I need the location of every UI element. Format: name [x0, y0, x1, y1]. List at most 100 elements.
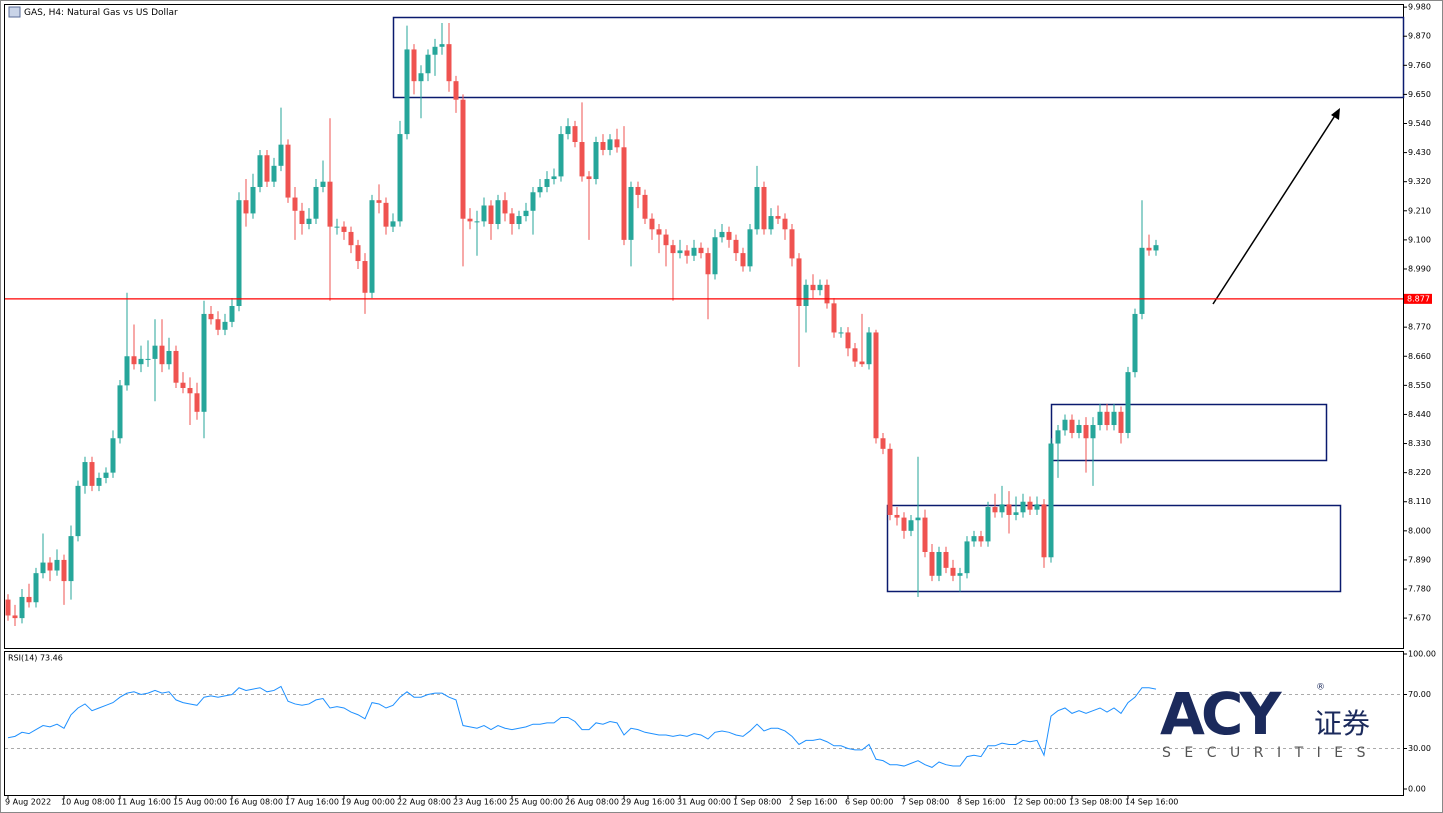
candle-body — [467, 218, 473, 222]
candle-body — [761, 186, 767, 230]
candle-body — [383, 202, 389, 227]
candle-body — [1111, 411, 1117, 426]
candle-body — [845, 332, 851, 349]
candle-body — [1139, 247, 1145, 314]
candle-body — [1069, 419, 1075, 433]
zone-box — [1050, 403, 1328, 462]
candle-body — [362, 261, 368, 293]
candle-body — [1083, 425, 1089, 439]
candle-body — [1104, 411, 1110, 426]
candle-body — [782, 218, 788, 230]
trend-arrow — [1212, 113, 1337, 305]
candle-body — [656, 229, 662, 235]
y-tick-label: 9.320 — [1408, 177, 1431, 186]
candle-body — [327, 181, 333, 227]
candle-body — [586, 176, 592, 180]
candle-body — [705, 253, 711, 275]
candle-body — [390, 221, 396, 227]
candle-body — [341, 226, 347, 232]
candle-body — [796, 258, 802, 307]
candle-body — [1090, 425, 1096, 439]
y-tick-label: 8.110 — [1408, 497, 1431, 506]
candle-body — [460, 99, 466, 219]
candle-body — [474, 221, 480, 223]
candle-body — [544, 179, 550, 187]
candle-body — [103, 472, 109, 478]
candle-body — [635, 186, 641, 195]
x-tick-label: 1 Sep 08:00 — [733, 798, 781, 807]
y-tick-label: 8.550 — [1408, 381, 1431, 390]
candle-body — [236, 200, 242, 307]
candle-body — [768, 216, 774, 230]
candle-body — [152, 345, 158, 359]
x-tick-label: 9 Aug 2022 — [5, 798, 51, 807]
candle-body — [992, 507, 998, 513]
candle-body — [866, 332, 872, 365]
candle-body — [600, 142, 606, 150]
candle-body — [369, 200, 375, 293]
candle-body — [495, 200, 501, 225]
candle-body — [593, 142, 599, 180]
candle-body — [5, 599, 11, 616]
candle-body — [1097, 411, 1103, 426]
y-tick-label: 8.770 — [1408, 323, 1431, 332]
candle-body — [950, 567, 956, 576]
candle-body — [642, 194, 648, 219]
candle-body — [334, 226, 340, 228]
x-tick-label: 13 Sep 08:00 — [1069, 798, 1122, 807]
candle-body — [166, 350, 172, 365]
candle-body — [936, 551, 942, 576]
candle-body — [26, 596, 32, 603]
candle-body — [299, 210, 305, 225]
candle-body — [250, 186, 256, 214]
candle-body — [229, 306, 235, 322]
candle-body — [516, 216, 522, 225]
candle-body — [957, 573, 963, 576]
candle-body — [222, 321, 228, 330]
x-tick-label: 14 Sep 16:00 — [1125, 798, 1178, 807]
x-tick-label: 17 Aug 16:00 — [285, 798, 339, 807]
candle-body — [40, 562, 46, 574]
candle-body — [1027, 501, 1033, 510]
main-panel — [4, 4, 1404, 649]
candle-body — [803, 284, 809, 307]
candle-body — [824, 284, 830, 304]
candle-body — [887, 448, 893, 515]
price-label-box — [1404, 293, 1432, 304]
x-tick-label: 12 Sep 00:00 — [1013, 798, 1066, 807]
y-tick-label: 8.660 — [1408, 352, 1431, 361]
candle-body — [425, 54, 431, 74]
candle-body — [54, 559, 60, 571]
y-tick-label: 100.00 — [1408, 650, 1436, 659]
candle-body — [572, 126, 578, 143]
candle-body — [789, 229, 795, 259]
candle-body — [145, 358, 151, 360]
candle-body — [355, 245, 361, 262]
candle-body — [453, 81, 459, 100]
y-tick-label: 8.990 — [1408, 264, 1431, 273]
logo-sub: SECURITIES — [1162, 745, 1379, 761]
candle-body — [698, 247, 704, 254]
candle-body — [180, 382, 186, 388]
candle-body — [1118, 411, 1124, 433]
candle-body — [614, 139, 620, 148]
logo-mark: ® — [1316, 683, 1325, 693]
candle-body — [579, 142, 585, 177]
candle-body — [488, 205, 494, 225]
candle-body — [1034, 504, 1040, 510]
candle-body — [985, 507, 991, 542]
candle-body — [964, 541, 970, 574]
candle-body — [1041, 504, 1047, 558]
x-tick-label: 26 Aug 08:00 — [565, 798, 619, 807]
y-tick-label: 0.00 — [1408, 785, 1426, 794]
candle-body — [208, 313, 214, 320]
y-tick-label: 7.670 — [1408, 614, 1431, 623]
candle-body — [271, 165, 277, 182]
candle-body — [215, 319, 221, 330]
x-tick-label: 16 Aug 08:00 — [229, 798, 283, 807]
candle-body — [187, 387, 193, 394]
x-tick-label: 8 Sep 16:00 — [957, 798, 1005, 807]
candle-body — [243, 200, 249, 214]
candle-body — [523, 210, 529, 217]
